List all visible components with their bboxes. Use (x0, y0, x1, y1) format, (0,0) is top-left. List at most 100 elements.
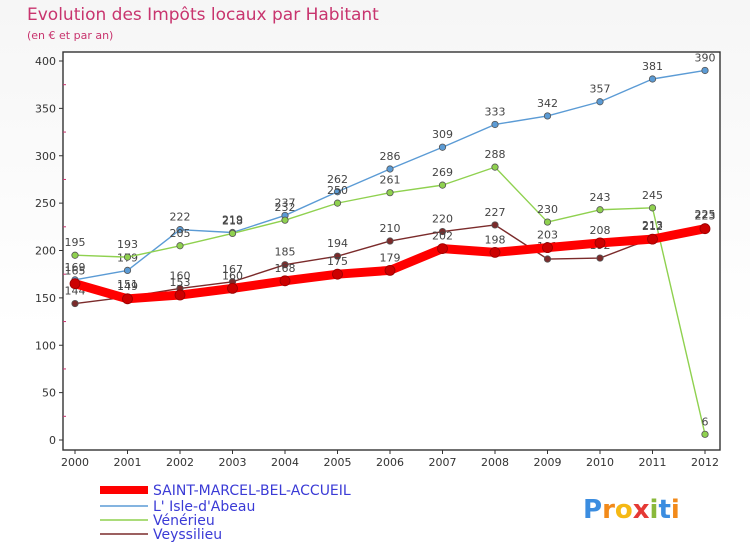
data-point (594, 237, 606, 249)
data-point (438, 181, 447, 189)
data-label: 218 (222, 214, 243, 227)
data-point (281, 216, 289, 224)
y-tick-label: 100 (35, 339, 56, 352)
data-label: 179 (380, 251, 401, 264)
data-point (596, 206, 604, 214)
data-label: 230 (537, 203, 558, 216)
data-point (543, 112, 552, 120)
data-point (281, 261, 289, 269)
brand-letter: P (583, 495, 602, 525)
legend-label-0: SAINT-MARCEL-BEL-ACCUEIL (153, 483, 351, 499)
data-point (176, 226, 184, 234)
y-tick-label: 50 (42, 387, 56, 400)
y-tick-label: 200 (35, 245, 56, 258)
x-tick-label: 2011 (639, 456, 667, 469)
data-point (701, 66, 709, 75)
data-label: 262 (327, 173, 348, 186)
data-label: 342 (537, 97, 558, 110)
data-point (648, 204, 657, 212)
x-tick-label: 2010 (586, 456, 614, 469)
data-label: 160 (170, 269, 191, 282)
data-label: 219 (222, 213, 243, 226)
data-label: 208 (590, 224, 611, 237)
data-label: 185 (275, 246, 296, 259)
x-tick-label: 2002 (166, 456, 194, 469)
x-tick-label: 2008 (481, 456, 509, 469)
data-point (71, 251, 79, 259)
data-point (332, 268, 343, 280)
plot-area: 0 50 100 150 200 250 300 350 400 2000 2001 2002 2003… (35, 51, 721, 469)
data-label: 153 (170, 276, 191, 289)
chart-title: Evolution des Impôts locaux par Habitant (27, 5, 379, 25)
legend-label-2: Vénérieu (153, 513, 215, 529)
data-point (386, 189, 394, 197)
data-point (333, 188, 342, 196)
brand-logo: Proxiti (583, 495, 680, 525)
data-label: 232 (275, 201, 296, 214)
data-point (648, 75, 657, 83)
x-tick-label: 2007 (429, 456, 457, 469)
data-point (122, 293, 133, 305)
x-tick-label: 2006 (376, 456, 404, 469)
legend-label-3: Veyssilieu (153, 527, 222, 543)
data-label: 237 (275, 196, 296, 209)
x-tick-label: 2000 (61, 456, 89, 469)
brand-letter: x (633, 495, 650, 525)
y-tick-label: 300 (35, 150, 56, 163)
data-label: 390 (695, 51, 716, 64)
y-tick-label: 150 (35, 292, 56, 305)
data-label: 6 (702, 415, 709, 428)
data-label: 269 (432, 166, 453, 179)
data-label: 193 (117, 238, 138, 251)
x-tick-label: 2005 (324, 456, 352, 469)
brand-letter: i (650, 495, 659, 525)
data-point (489, 246, 501, 258)
data-point (174, 289, 186, 301)
x-tick-label: 2003 (219, 456, 247, 469)
data-point (699, 223, 711, 235)
data-label: 227 (485, 206, 506, 219)
data-label: 250 (327, 184, 348, 197)
data-label: 198 (485, 233, 506, 246)
data-point (333, 199, 342, 207)
legend-label-1: L' Isle-d'Abeau (153, 499, 255, 515)
data-point (227, 282, 238, 294)
data-label: 333 (485, 105, 506, 118)
data-label: 223 (695, 210, 716, 223)
data-label: 212 (642, 220, 663, 233)
y-tick-label: 400 (35, 55, 56, 68)
data-point (491, 163, 499, 171)
data-label: 225 (695, 208, 716, 221)
data-point (491, 221, 499, 229)
data-label: 175 (327, 255, 348, 268)
data-point (71, 299, 79, 308)
data-point (279, 275, 291, 287)
data-point (596, 98, 604, 106)
data-label: 309 (432, 128, 453, 141)
brand-letter: i (671, 495, 680, 525)
data-point (384, 264, 396, 276)
data-label: 167 (222, 263, 243, 276)
data-point (438, 143, 447, 151)
data-point (596, 254, 604, 262)
data-point (438, 227, 447, 236)
data-label: 210 (380, 222, 401, 235)
data-point (386, 165, 394, 173)
x-tick-label: 2009 (534, 456, 562, 469)
data-point (176, 242, 184, 250)
data-point (123, 266, 132, 274)
data-label: 202 (432, 230, 453, 243)
x-tick-label: 2001 (114, 456, 142, 469)
plot-frame (62, 51, 721, 451)
data-point (69, 278, 81, 290)
data-label: 213 (642, 219, 663, 232)
y-tick-label: 0 (49, 434, 56, 447)
x-tick-label: 2004 (271, 456, 299, 469)
brand-letter: o (615, 495, 633, 525)
data-point (333, 252, 342, 260)
data-label: 149 (117, 280, 138, 293)
data-label: 169 (65, 261, 86, 274)
